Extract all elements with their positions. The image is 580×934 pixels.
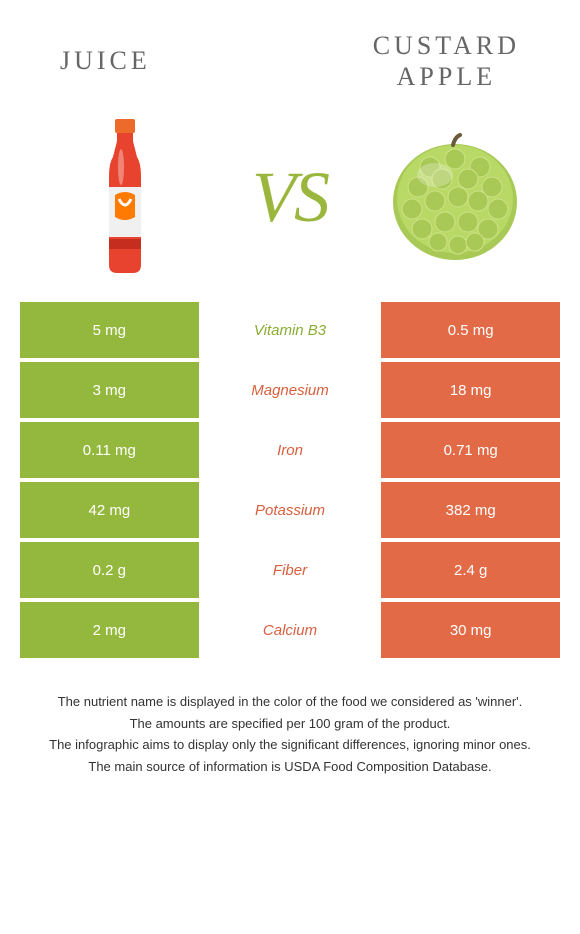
footnotes: The nutrient name is displayed in the co…	[0, 662, 580, 776]
nutrient-label: Calcium	[201, 602, 380, 658]
footnote-2: The amounts are specified per 100 gram o…	[30, 714, 550, 734]
comparison-table: 5 mgVitamin B30.5 mg3 mgMagnesium18 mg0.…	[20, 302, 560, 658]
value-right: 30 mg	[381, 602, 560, 658]
value-right: 382 mg	[381, 482, 560, 538]
table-row: 3 mgMagnesium18 mg	[20, 362, 560, 418]
value-left: 0.11 mg	[20, 422, 199, 478]
value-right: 0.71 mg	[381, 422, 560, 478]
value-left: 42 mg	[20, 482, 199, 538]
images-row: VS	[0, 102, 580, 302]
footnote-3: The infographic aims to display only the…	[30, 735, 550, 755]
nutrient-label: Vitamin B3	[201, 302, 380, 358]
value-right: 0.5 mg	[381, 302, 560, 358]
table-row: 5 mgVitamin B30.5 mg	[20, 302, 560, 358]
table-row: 0.2 gFiber2.4 g	[20, 542, 560, 598]
nutrient-label: Magnesium	[201, 362, 380, 418]
footnote-1: The nutrient name is displayed in the co…	[30, 692, 550, 712]
title-right-line1: CUSTARD	[373, 31, 520, 60]
juice-bottle-icon	[50, 112, 200, 282]
value-left: 0.2 g	[20, 542, 199, 598]
nutrient-label: Fiber	[201, 542, 380, 598]
value-right: 2.4 g	[381, 542, 560, 598]
nutrient-label: Potassium	[201, 482, 380, 538]
value-right: 18 mg	[381, 362, 560, 418]
footnote-4: The main source of information is USDA F…	[30, 757, 550, 777]
header: JUICE CUSTARD APPLE	[0, 0, 580, 102]
vs-label: VS	[252, 156, 328, 239]
table-row: 2 mgCalcium30 mg	[20, 602, 560, 658]
table-row: 42 mgPotassium382 mg	[20, 482, 560, 538]
value-left: 3 mg	[20, 362, 199, 418]
title-right-line2: APPLE	[397, 62, 496, 91]
table-row: 0.11 mgIron0.71 mg	[20, 422, 560, 478]
value-left: 2 mg	[20, 602, 199, 658]
nutrient-label: Iron	[201, 422, 380, 478]
title-right: CUSTARD APPLE	[373, 30, 520, 92]
value-left: 5 mg	[20, 302, 199, 358]
title-left: JUICE	[60, 46, 151, 76]
custard-apple-icon	[380, 112, 530, 282]
